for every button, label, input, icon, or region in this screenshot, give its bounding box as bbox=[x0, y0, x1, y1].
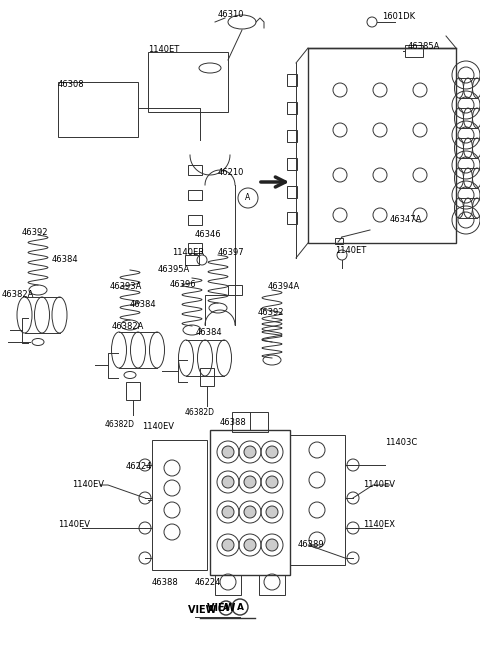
Bar bbox=[215, 575, 241, 595]
Text: 46388: 46388 bbox=[152, 578, 179, 587]
Text: 46397: 46397 bbox=[218, 248, 245, 257]
Text: 46347A: 46347A bbox=[390, 215, 422, 224]
Bar bbox=[188, 215, 202, 225]
Text: 46392: 46392 bbox=[22, 228, 48, 237]
Bar bbox=[232, 412, 268, 432]
Text: 46308: 46308 bbox=[58, 80, 84, 89]
Bar bbox=[188, 243, 202, 253]
Circle shape bbox=[244, 506, 256, 518]
Text: 1140ER: 1140ER bbox=[172, 248, 204, 257]
Bar bbox=[405, 45, 423, 57]
Bar bbox=[58, 82, 138, 137]
Circle shape bbox=[222, 476, 234, 488]
Text: 46310: 46310 bbox=[218, 10, 244, 19]
Circle shape bbox=[222, 446, 234, 458]
Text: 46388: 46388 bbox=[220, 418, 247, 427]
Text: 46395A: 46395A bbox=[158, 265, 190, 274]
Bar bbox=[287, 102, 297, 114]
Circle shape bbox=[266, 506, 278, 518]
Circle shape bbox=[222, 506, 234, 518]
Circle shape bbox=[266, 446, 278, 458]
Text: 46224: 46224 bbox=[195, 578, 221, 587]
Text: 1140EX: 1140EX bbox=[363, 520, 395, 529]
Bar bbox=[210, 430, 290, 575]
Bar bbox=[259, 575, 285, 595]
Bar bbox=[148, 52, 228, 112]
Bar bbox=[287, 130, 297, 142]
Circle shape bbox=[266, 539, 278, 551]
Circle shape bbox=[244, 539, 256, 551]
Bar bbox=[200, 368, 214, 386]
Circle shape bbox=[222, 539, 234, 551]
Text: 46384: 46384 bbox=[52, 255, 79, 264]
Text: 46389: 46389 bbox=[298, 540, 324, 549]
Text: 1140EV: 1140EV bbox=[142, 422, 174, 431]
Text: 46384: 46384 bbox=[196, 328, 223, 337]
Text: 1601DK: 1601DK bbox=[382, 12, 415, 21]
Text: 46385A: 46385A bbox=[408, 42, 440, 51]
Text: 46396: 46396 bbox=[170, 280, 197, 289]
Text: A: A bbox=[237, 603, 243, 612]
Bar bbox=[188, 165, 202, 175]
Circle shape bbox=[266, 476, 278, 488]
Text: 46382A: 46382A bbox=[2, 290, 35, 299]
Text: 46382A: 46382A bbox=[112, 322, 144, 331]
Bar bbox=[308, 48, 456, 243]
Bar bbox=[290, 435, 345, 565]
Bar bbox=[287, 74, 297, 86]
Text: 46392: 46392 bbox=[258, 308, 285, 317]
Text: 46393A: 46393A bbox=[110, 282, 143, 291]
Text: VIEW: VIEW bbox=[188, 605, 220, 615]
Bar bbox=[126, 382, 140, 400]
Text: 1140EV: 1140EV bbox=[58, 520, 90, 529]
Bar bbox=[185, 255, 199, 265]
Text: 46382D: 46382D bbox=[105, 420, 135, 429]
Bar bbox=[335, 238, 343, 244]
Text: VIEW: VIEW bbox=[207, 603, 239, 613]
Text: A: A bbox=[223, 603, 229, 612]
Text: 46210: 46210 bbox=[218, 168, 244, 177]
Text: 46346: 46346 bbox=[195, 230, 222, 239]
Text: 46384: 46384 bbox=[130, 300, 156, 309]
Text: 1140EV: 1140EV bbox=[72, 480, 104, 489]
Bar bbox=[287, 158, 297, 170]
Bar bbox=[287, 212, 297, 224]
Bar bbox=[188, 190, 202, 200]
Text: 11403C: 11403C bbox=[385, 438, 417, 447]
Text: 1140ET: 1140ET bbox=[335, 246, 366, 255]
Circle shape bbox=[244, 476, 256, 488]
Text: A: A bbox=[245, 193, 251, 202]
Bar bbox=[152, 440, 207, 570]
Text: 1140ET: 1140ET bbox=[148, 45, 179, 54]
Circle shape bbox=[244, 446, 256, 458]
Bar bbox=[287, 186, 297, 198]
Text: 46382D: 46382D bbox=[185, 408, 215, 417]
Text: 1140EV: 1140EV bbox=[363, 480, 395, 489]
Text: 46394A: 46394A bbox=[268, 282, 300, 291]
Text: 46224: 46224 bbox=[126, 462, 152, 471]
Bar bbox=[228, 285, 242, 295]
